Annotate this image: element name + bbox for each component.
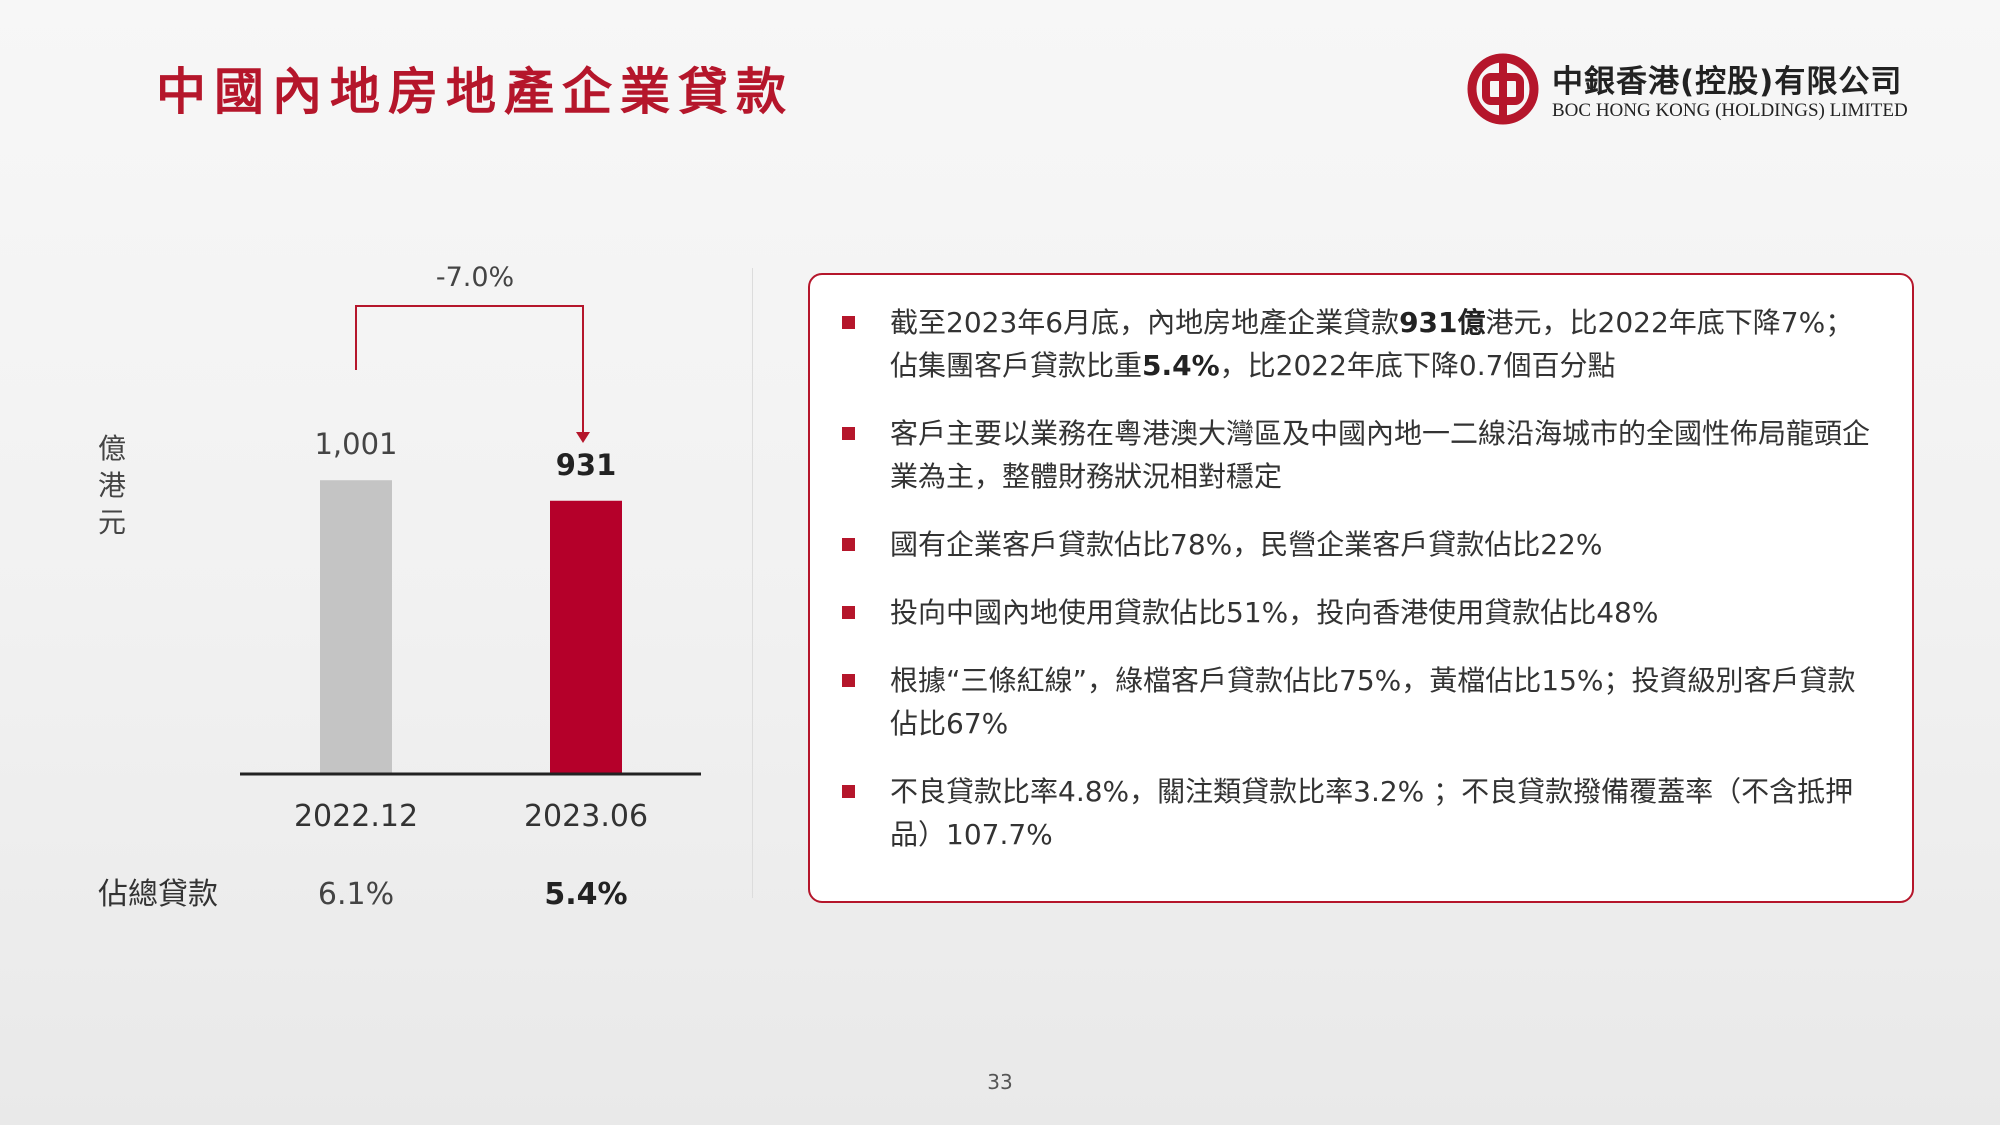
x-tick-label: 2022.12 [294,799,418,834]
bar-2023.06 [550,500,622,774]
bullet-square-icon [842,538,855,551]
bullet-text: ，比2022年底下降0.7個百分點 [1219,349,1616,382]
y-axis-label-char: 元 [98,506,126,539]
change-label: -7.0% [436,262,514,293]
share-value: 5.4% [544,877,627,912]
page-number: 33 [987,1070,1013,1094]
bullet-highlight: 5.4% [1142,349,1220,382]
highlights-panel: 截至2023年6月底，內地房地產企業貸款931億港元，比2022年底下降7%；佔… [808,273,1914,903]
change-arrow [355,305,584,433]
share-value: 6.1% [318,877,394,912]
bar-2022.12 [320,480,392,774]
y-axis-label-char: 港 [98,469,126,502]
bar-value-label: 1,001 [314,427,397,461]
bullet-text: 根據“三條紅線”，綠檔客戶貸款佔比75%，黃檔佔比15%；投資級別客戶貸款佔比6… [890,664,1856,740]
x-tick-label: 2023.06 [524,799,648,834]
company-logo: 中銀香港(控股)有限公司 BOC HONG KONG (HOLDINGS) LI… [1466,52,1936,126]
bullet-highlight: 931億 [1399,306,1486,339]
bullet-square-icon [842,606,855,619]
bullet-text: 不良貸款比率4.8%，關注類貸款比率3.2% ；不良貸款撥備覆蓋率（不含抵押品）… [890,775,1854,851]
bullet-text: 截至2023年6月底，內地房地產企業貸款 [890,306,1400,339]
logo-name-cn: 中銀香港(控股)有限公司 [1552,64,1903,100]
bullet-square-icon [842,427,855,440]
page-title: 中國內地房地產企業貸款 [156,63,794,121]
bars-group: 1,001 2022.12 931 2023.06 [294,427,648,834]
highlights-list: 截至2023年6月底，內地房地產企業貸款931億港元，比2022年底下降7%；佔… [840,301,1872,881]
bullet-text: 投向中國內地使用貸款佔比51%，投向香港使用貸款佔比48% [890,596,1659,629]
bullet-item: 不良貸款比率4.8%，關注類貸款比率3.2% ；不良貸款撥備覆蓋率（不含抵押品）… [840,770,1872,856]
bullet-item: 投向中國內地使用貸款佔比51%，投向香港使用貸款佔比48% [840,591,1872,634]
change-annotation: -7.0% [355,262,590,443]
bar-value-label: 931 [556,448,617,482]
bullet-square-icon [842,316,855,329]
bullet-text: 港元，比2022年底下降7%；佔集團客戶貸款比重 [890,306,1854,382]
y-axis-label-char: 億 [98,432,126,465]
bullet-square-icon [842,674,855,687]
change-arrow-head [576,432,590,443]
boc-logo-icon [1467,53,1539,125]
share-row: 佔總貸款 6.1% 5.4% [98,877,628,912]
share-row-label: 佔總貸款 [98,877,218,912]
y-axis-label: 億港元 [98,432,126,539]
bullet-square-icon [842,785,855,798]
bullet-item: 截至2023年6月底，內地房地產企業貸款931億港元，比2022年底下降7%；佔… [840,301,1872,387]
loan-bar-chart: 億港元 -7.0% 1,001 2022.12 931 2023.06 佔總貸款 6.… [98,262,701,912]
bullet-item: 根據“三條紅線”，綠檔客戶貸款佔比75%，黃檔佔比15%；投資級別客戶貸款佔比6… [840,659,1872,745]
logo-name-en: BOC HONG KONG (HOLDINGS) LIMITED [1552,100,1908,121]
bullet-text: 客戶主要以業務在粵港澳大灣區及中國內地一二線沿海城市的全國性佈局龍頭企業為主，整… [890,417,1871,493]
bullet-item: 客戶主要以業務在粵港澳大灣區及中國內地一二線沿海城市的全國性佈局龍頭企業為主，整… [840,412,1872,498]
section-divider [752,268,753,898]
bullet-text: 國有企業客戶貸款佔比78%，民營企業客戶貸款佔比22% [890,528,1603,561]
bullet-item: 國有企業客戶貸款佔比78%，民營企業客戶貸款佔比22% [840,523,1872,566]
